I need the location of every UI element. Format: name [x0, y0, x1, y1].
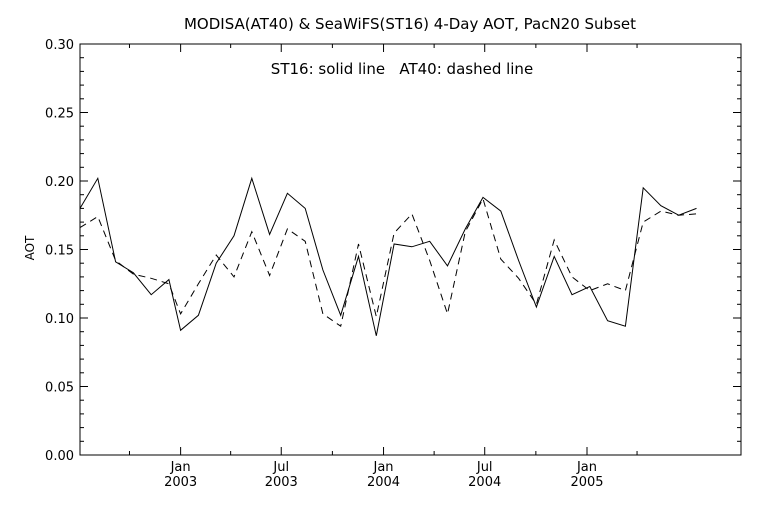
y-tick-label: 0.25	[45, 107, 74, 122]
x-tick-label-month: Jan	[373, 460, 394, 475]
x-tick-label-year: 2004	[367, 475, 400, 490]
x-tick-label-month: Jul	[476, 460, 493, 475]
x-tick-label-month: Jan	[576, 460, 597, 475]
y-tick-label: 0.10	[45, 312, 74, 327]
chart-title: MODISA(AT40) & SeaWiFS(ST16) 4-Day AOT, …	[184, 15, 636, 33]
series-line-at40	[79, 197, 697, 328]
x-tick-label-year: 2005	[570, 475, 603, 490]
y-tick-label: 0.20	[45, 175, 74, 190]
x-tick-label-year: 2003	[164, 475, 197, 490]
series-layer	[79, 176, 697, 336]
x-tick-label-month: Jul	[272, 460, 289, 475]
y-tick-label: 0.30	[45, 38, 74, 53]
series-line-st16	[79, 176, 697, 336]
y-tick-label: 0.05	[45, 381, 74, 396]
x-tick-label-month: Jan	[170, 460, 191, 475]
x-tick-label-year: 2003	[265, 475, 298, 490]
plot-frame	[79, 43, 742, 456]
y-axis-label: AOT	[23, 235, 37, 260]
y-tick-label: 0.00	[45, 449, 74, 464]
axes: 0.000.050.100.150.200.250.30Jan2003Jul20…	[45, 38, 742, 490]
series-legend: ST16: solid line AT40: dashed line	[271, 60, 533, 78]
y-tick-label: 0.15	[45, 244, 74, 259]
x-tick-label-year: 2004	[468, 475, 501, 490]
